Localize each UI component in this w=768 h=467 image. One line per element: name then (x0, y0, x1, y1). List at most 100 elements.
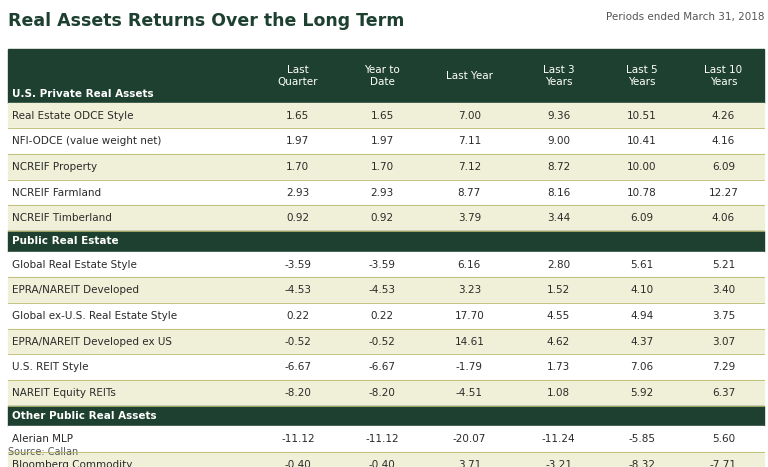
Text: 7.12: 7.12 (458, 162, 481, 172)
Text: 3.07: 3.07 (712, 337, 735, 347)
Text: 12.27: 12.27 (709, 188, 738, 198)
Bar (8, 452, 764, 467)
Text: Last 5
Years: Last 5 Years (626, 65, 657, 87)
Text: -11.24: -11.24 (541, 434, 575, 444)
Bar (8, 252, 764, 277)
Text: 3.44: 3.44 (547, 213, 570, 223)
Text: 10.78: 10.78 (627, 188, 657, 198)
Text: -20.07: -20.07 (452, 434, 486, 444)
Text: 5.92: 5.92 (631, 388, 654, 398)
Text: -0.40: -0.40 (369, 460, 396, 467)
Text: 1.70: 1.70 (286, 162, 310, 172)
Text: 4.06: 4.06 (712, 213, 735, 223)
Text: 3.79: 3.79 (458, 213, 481, 223)
Text: 4.55: 4.55 (547, 311, 570, 321)
Text: Last 10
Years: Last 10 Years (704, 65, 743, 87)
Text: 3.23: 3.23 (458, 285, 481, 295)
Text: 1.08: 1.08 (547, 388, 570, 398)
Text: 4.26: 4.26 (712, 111, 735, 120)
Text: -3.21: -3.21 (545, 460, 572, 467)
Text: 6.09: 6.09 (631, 213, 654, 223)
Text: -1.79: -1.79 (456, 362, 483, 372)
Text: Global Real Estate Style: Global Real Estate Style (12, 260, 137, 269)
Text: Other Public Real Assets: Other Public Real Assets (12, 411, 156, 421)
Text: 4.62: 4.62 (547, 337, 570, 347)
Bar (8, 231, 764, 252)
Text: -5.85: -5.85 (628, 434, 655, 444)
Text: Alerian MLP: Alerian MLP (12, 434, 73, 444)
Text: 17.70: 17.70 (455, 311, 484, 321)
Text: 6.09: 6.09 (712, 162, 735, 172)
Text: NCREIF Farmland: NCREIF Farmland (12, 188, 101, 198)
Text: Periods ended March 31, 2018: Periods ended March 31, 2018 (606, 12, 764, 21)
Bar (8, 277, 764, 303)
Text: Last
Quarter: Last Quarter (277, 65, 318, 87)
Bar (8, 205, 764, 231)
Text: 5.60: 5.60 (712, 434, 735, 444)
Text: -3.59: -3.59 (284, 260, 311, 269)
Text: 1.65: 1.65 (286, 111, 310, 120)
Text: 0.22: 0.22 (370, 311, 394, 321)
Text: 5.21: 5.21 (712, 260, 735, 269)
Text: 7.06: 7.06 (631, 362, 654, 372)
Text: U.S. REIT Style: U.S. REIT Style (12, 362, 89, 372)
Text: 10.51: 10.51 (627, 111, 657, 120)
Text: -6.67: -6.67 (284, 362, 311, 372)
Text: 4.37: 4.37 (631, 337, 654, 347)
Text: -0.40: -0.40 (284, 460, 311, 467)
Text: Public Real Estate: Public Real Estate (12, 236, 118, 247)
Text: 6.16: 6.16 (458, 260, 481, 269)
Text: 10.41: 10.41 (627, 136, 657, 146)
Text: 2.93: 2.93 (286, 188, 310, 198)
Text: 4.10: 4.10 (631, 285, 654, 295)
Text: 1.97: 1.97 (370, 136, 394, 146)
Text: -8.32: -8.32 (628, 460, 655, 467)
Text: Last 3
Years: Last 3 Years (543, 65, 574, 87)
Text: Bloomberg Commodity: Bloomberg Commodity (12, 460, 133, 467)
Text: 0.22: 0.22 (286, 311, 310, 321)
Text: -6.67: -6.67 (369, 362, 396, 372)
Text: 8.16: 8.16 (547, 188, 570, 198)
Bar (8, 426, 764, 452)
Text: 2.80: 2.80 (547, 260, 570, 269)
Text: -4.53: -4.53 (284, 285, 311, 295)
Text: -11.12: -11.12 (281, 434, 315, 444)
Text: 1.52: 1.52 (547, 285, 570, 295)
Text: 8.77: 8.77 (458, 188, 481, 198)
Text: -4.51: -4.51 (456, 388, 483, 398)
Text: -0.52: -0.52 (284, 337, 311, 347)
Text: Real Assets Returns Over the Long Term: Real Assets Returns Over the Long Term (8, 12, 404, 30)
Text: 4.94: 4.94 (631, 311, 654, 321)
Text: Global ex-U.S. Real Estate Style: Global ex-U.S. Real Estate Style (12, 311, 177, 321)
Bar (8, 329, 764, 354)
Text: 2.93: 2.93 (370, 188, 394, 198)
Text: 5.61: 5.61 (631, 260, 654, 269)
Text: 4.16: 4.16 (712, 136, 735, 146)
Text: 3.71: 3.71 (458, 460, 481, 467)
Bar (8, 303, 764, 329)
Text: NCREIF Timberland: NCREIF Timberland (12, 213, 112, 223)
Text: -8.20: -8.20 (284, 388, 311, 398)
Text: 7.29: 7.29 (712, 362, 735, 372)
Bar (8, 180, 764, 205)
Text: -8.20: -8.20 (369, 388, 396, 398)
Bar (8, 154, 764, 180)
Bar (8, 354, 764, 380)
Bar (8, 103, 764, 128)
Text: 7.00: 7.00 (458, 111, 481, 120)
Text: Source: Callan: Source: Callan (8, 447, 78, 457)
Text: -7.71: -7.71 (710, 460, 737, 467)
Text: 6.37: 6.37 (712, 388, 735, 398)
Text: NAREIT Equity REITs: NAREIT Equity REITs (12, 388, 116, 398)
Text: 9.36: 9.36 (547, 111, 570, 120)
Text: NFI-ODCE (value weight net): NFI-ODCE (value weight net) (12, 136, 161, 146)
Text: U.S. Private Real Assets: U.S. Private Real Assets (12, 89, 153, 99)
Text: 1.65: 1.65 (370, 111, 394, 120)
Text: Real Estate ODCE Style: Real Estate ODCE Style (12, 111, 134, 120)
Text: -11.12: -11.12 (366, 434, 399, 444)
Text: 9.00: 9.00 (547, 136, 570, 146)
Text: 0.92: 0.92 (370, 213, 394, 223)
Text: -0.52: -0.52 (369, 337, 396, 347)
Text: 0.92: 0.92 (286, 213, 310, 223)
Bar (8, 406, 764, 426)
